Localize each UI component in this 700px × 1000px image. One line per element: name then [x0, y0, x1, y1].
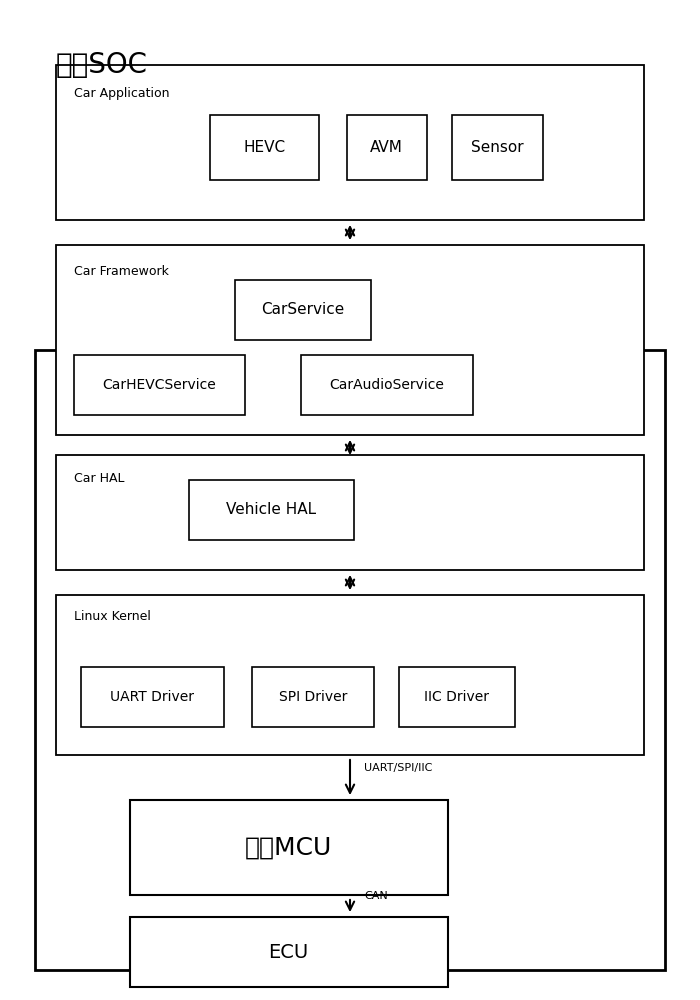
Text: 车朿SOC: 车朿SOC: [56, 51, 148, 79]
Text: 车朿MCU: 车朿MCU: [245, 836, 332, 859]
Text: Car Framework: Car Framework: [74, 265, 169, 278]
Bar: [210, 115, 318, 180]
Bar: [35, 350, 665, 970]
Text: Car Application: Car Application: [74, 87, 169, 100]
Bar: [346, 115, 427, 180]
Bar: [252, 667, 374, 727]
Bar: [301, 355, 472, 415]
Text: SPI Driver: SPI Driver: [279, 690, 347, 704]
Text: HEVC: HEVC: [243, 140, 286, 155]
Text: Vehicle HAL: Vehicle HAL: [226, 502, 316, 518]
Text: Car HAL: Car HAL: [74, 472, 124, 485]
Text: AVM: AVM: [370, 140, 403, 155]
Text: UART/SPI/IIC: UART/SPI/IIC: [364, 762, 433, 772]
Bar: [74, 355, 245, 415]
Bar: [56, 455, 644, 570]
Bar: [130, 800, 448, 895]
Text: UART Driver: UART Driver: [111, 690, 195, 704]
Text: CAN: CAN: [364, 891, 388, 901]
Bar: [130, 917, 448, 987]
Text: Linux Kernel: Linux Kernel: [74, 610, 150, 623]
Bar: [452, 115, 542, 180]
Text: CarService: CarService: [261, 302, 344, 317]
Text: CarHEVCService: CarHEVCService: [102, 378, 216, 392]
Text: IIC Driver: IIC Driver: [424, 690, 489, 704]
Text: Sensor: Sensor: [470, 140, 524, 155]
Text: CarAudioService: CarAudioService: [329, 378, 444, 392]
Bar: [56, 245, 644, 435]
Bar: [399, 667, 514, 727]
Bar: [56, 595, 644, 755]
Bar: [56, 65, 644, 220]
Text: ECU: ECU: [269, 942, 309, 962]
Bar: [189, 480, 354, 540]
Bar: [80, 667, 224, 727]
Bar: [234, 280, 371, 340]
